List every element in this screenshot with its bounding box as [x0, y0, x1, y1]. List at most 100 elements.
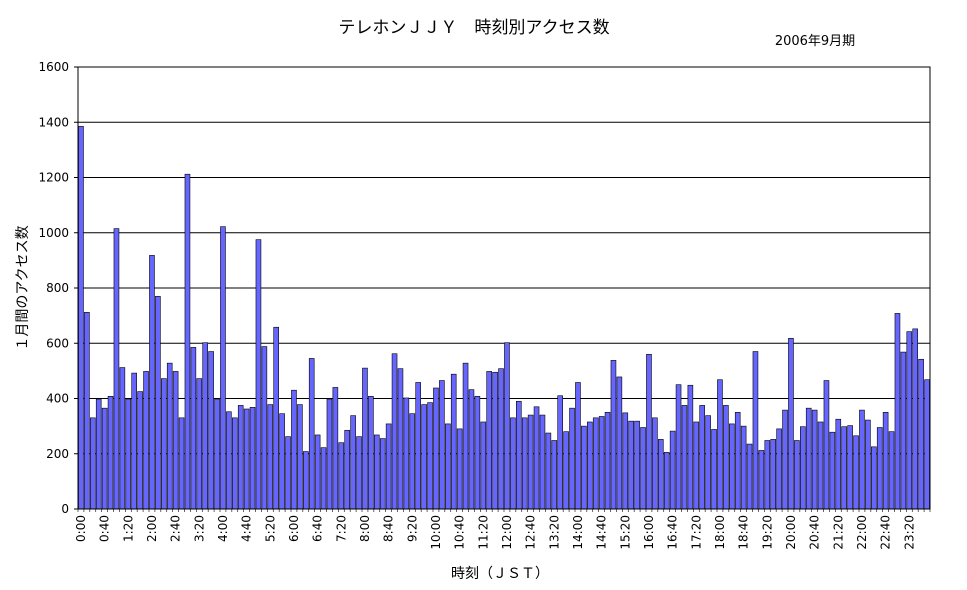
- bar: [338, 442, 345, 510]
- bar: [510, 417, 516, 510]
- bar: [468, 389, 475, 510]
- bar: [563, 431, 569, 510]
- bar: [876, 427, 883, 510]
- bar: [90, 417, 96, 510]
- x-tick-label: 4:00: [216, 515, 230, 542]
- bar: [581, 425, 587, 510]
- bar: [587, 421, 593, 510]
- bar: [137, 391, 143, 510]
- x-tick-label: 22:40: [879, 515, 893, 550]
- bar: [788, 337, 794, 510]
- bar: [888, 431, 895, 510]
- bar: [764, 440, 771, 510]
- bar: [202, 342, 208, 510]
- x-tick-label: 12:00: [500, 515, 514, 550]
- x-tick-label: 23:20: [902, 515, 916, 550]
- bar: [634, 420, 640, 510]
- x-tick-label: 18:00: [713, 515, 727, 550]
- x-tick-label: 8:40: [382, 515, 396, 542]
- bar: [746, 443, 753, 510]
- bar: [184, 173, 191, 510]
- bar: [314, 434, 321, 510]
- bar: [894, 313, 901, 510]
- x-tick-label: 8:00: [358, 515, 372, 542]
- bar: [622, 412, 629, 510]
- bar: [610, 360, 617, 510]
- bar: [924, 379, 930, 510]
- x-tick-label: 15:20: [618, 515, 632, 550]
- bar: [912, 328, 918, 510]
- bar: [918, 358, 924, 510]
- bar: [308, 358, 315, 510]
- bar: [865, 419, 871, 510]
- bar-series: [78, 126, 930, 510]
- x-tick-label: 16:40: [666, 515, 680, 550]
- bar: [758, 450, 765, 510]
- bar: [811, 409, 818, 510]
- x-tick-label: 2:40: [169, 515, 183, 542]
- bar: [214, 398, 220, 510]
- bar: [527, 414, 534, 510]
- bar: [403, 397, 410, 510]
- bar: [492, 371, 498, 510]
- bar: [729, 423, 735, 510]
- x-tick-label: 22:00: [855, 515, 869, 550]
- bar: [805, 407, 812, 510]
- chart-period: 2006年9月期: [775, 34, 855, 49]
- y-axis-label: １月間のアクセス数: [15, 225, 31, 350]
- bar: [297, 404, 303, 510]
- bar: [285, 436, 291, 510]
- bar: [859, 409, 865, 510]
- bar: [681, 405, 688, 510]
- bar: [107, 395, 114, 510]
- bar: [356, 436, 362, 510]
- bar: [379, 438, 386, 510]
- bar: [332, 387, 339, 510]
- gridlines: [78, 121, 930, 455]
- bar: [433, 387, 439, 510]
- y-tick-label: 200: [46, 447, 69, 461]
- bar: [551, 440, 558, 510]
- x-tick-label: 9:20: [405, 515, 419, 542]
- bar: [871, 446, 877, 510]
- x-tick-label: 3:20: [192, 515, 206, 542]
- bar: [752, 351, 759, 510]
- x-axis-ticks: 0:00 0:40 1:20 2:00 2:40 3:20 4:00 4:40 5:20 6:00…: [74, 509, 931, 550]
- bar: [598, 416, 605, 510]
- bar: [155, 295, 161, 510]
- x-tick-label: 5:20: [263, 515, 277, 542]
- bar: [84, 312, 90, 510]
- bar: [711, 429, 717, 510]
- bar: [456, 428, 463, 510]
- bar: [545, 432, 552, 510]
- y-axis-ticks: 0 200 400 600 800 1000 1200 1400 1600: [38, 60, 78, 516]
- bar: [427, 402, 433, 510]
- x-tick-label: 19:20: [760, 515, 774, 550]
- bar: [397, 368, 404, 510]
- y-tick-label: 400: [46, 392, 69, 406]
- x-tick-label: 10:40: [453, 515, 467, 550]
- bar: [368, 395, 374, 510]
- bar: [273, 326, 279, 510]
- bar: [663, 452, 670, 510]
- x-tick-label: 14:40: [595, 515, 609, 550]
- bar: [255, 239, 262, 510]
- x-tick-label: 0:40: [98, 515, 112, 542]
- bar: [190, 347, 197, 510]
- bar: [474, 395, 481, 510]
- bar: [841, 426, 847, 510]
- bar: [717, 379, 723, 510]
- bar: [658, 439, 664, 510]
- bar: [220, 226, 226, 510]
- bar: [149, 255, 155, 510]
- x-tick-label: 17:20: [689, 515, 703, 550]
- y-tick-label: 1600: [38, 60, 69, 74]
- x-tick-label: 21:20: [831, 515, 845, 550]
- chart-title: テレホンＪＪＹ 時刻別アクセス数: [338, 18, 609, 38]
- bar: [113, 228, 120, 510]
- bar: [699, 405, 705, 510]
- bar: [261, 346, 268, 510]
- bar: [521, 417, 528, 510]
- bar: [101, 407, 108, 510]
- y-tick-label: 1000: [38, 226, 69, 240]
